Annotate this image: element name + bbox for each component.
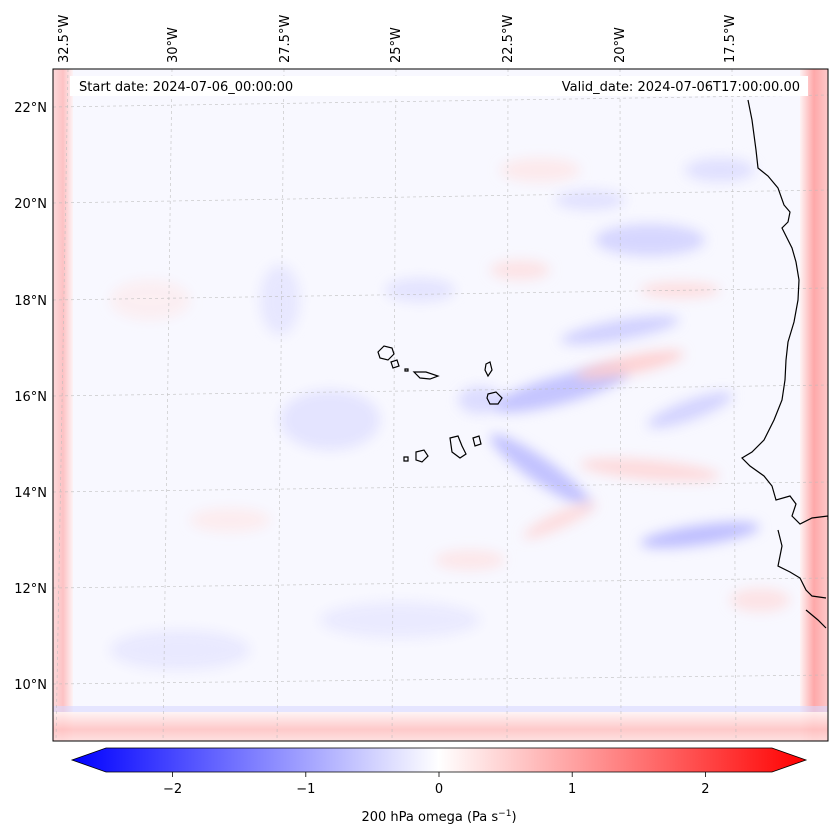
colorbar-tick-label: 2	[701, 782, 709, 797]
lon-label: 32.5°W	[57, 15, 72, 63]
colorbar-ticks: −2 −1 0 1 2	[163, 772, 710, 797]
lat-label: 18°N	[14, 294, 47, 309]
colorbar-tick-label: −1	[296, 782, 315, 797]
lon-label: 20°W	[613, 27, 628, 63]
cape-verde-sao-nicolau	[412, 371, 440, 380]
valid-date-label: Valid_date: 2024-07-06T17:00:00.00	[562, 80, 800, 95]
lat-label: 20°N	[14, 197, 47, 212]
lon-label: 17.5°W	[723, 15, 738, 63]
cape-verde-santiago	[449, 435, 467, 459]
start-date-label: Start date: 2024-07-06_00:00:00	[79, 80, 293, 95]
lat-label: 14°N	[14, 486, 47, 501]
graticule	[53, 69, 828, 741]
lat-label: 12°N	[14, 582, 47, 597]
cape-verde-santa-luzia	[404, 368, 409, 372]
cape-verde-santo-antao	[377, 345, 395, 361]
lat-label: 22°N	[14, 101, 47, 116]
colorbar-tick-label: 0	[435, 782, 443, 797]
cape-verde-boa-vista	[486, 391, 503, 405]
colorbar-scale	[70, 747, 808, 773]
ascent-patterns	[110, 158, 760, 670]
africa-coastline	[741, 99, 828, 629]
cape-verde-sao-vicente	[390, 359, 400, 369]
cape-verde-sal	[484, 361, 493, 378]
lon-label: 27.5°W	[278, 15, 293, 63]
colorbar-tick-label: −2	[163, 782, 182, 797]
map-frame	[52, 68, 829, 742]
cape-verde-maio	[472, 435, 482, 447]
latitude-labels: 22°N 20°N 18°N 16°N 14°N 12°N 10°N	[14, 101, 47, 693]
descent-patterns	[110, 158, 790, 612]
lat-label: 16°N	[14, 390, 47, 405]
header-box	[70, 76, 808, 96]
lon-label: 25°W	[389, 27, 404, 63]
cape-verde-fogo	[415, 449, 429, 463]
colorbar-tick-label: 1	[568, 782, 576, 797]
longitude-labels: 32.5°W 30°W 27.5°W 25°W 22.5°W 20°W 17.5…	[57, 15, 738, 63]
lat-label: 10°N	[14, 678, 47, 693]
coastlines	[377, 99, 828, 629]
colorbar: −2 −1 0 1 2 200 hPa omega (Pa s−1)	[70, 747, 808, 825]
cape-verde-brava	[403, 456, 409, 462]
lon-label: 22.5°W	[501, 15, 516, 63]
colorbar-label: 200 hPa omega (Pa s−1)	[361, 809, 516, 825]
lon-label: 30°W	[166, 27, 181, 63]
omega-field	[53, 69, 828, 741]
